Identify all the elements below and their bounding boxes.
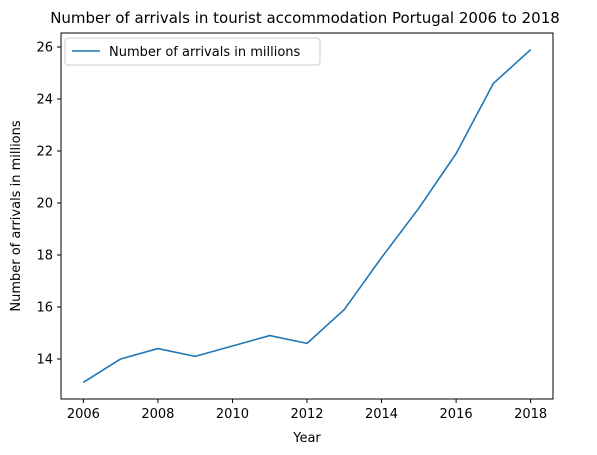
x-axis: 2006 2008 2010 2012 2014 2016 2018 bbox=[67, 399, 547, 422]
x-tick-label: 2006 bbox=[67, 407, 100, 422]
y-axis-label: Number of arrivals in millions bbox=[9, 120, 24, 312]
x-tick-label: 2016 bbox=[440, 407, 473, 422]
x-tick-label: 2014 bbox=[365, 407, 398, 422]
x-tick-label: 2012 bbox=[290, 407, 323, 422]
series-line bbox=[83, 50, 530, 383]
x-axis-label: Year bbox=[292, 431, 321, 446]
legend-label: Number of arrivals in millions bbox=[109, 45, 301, 60]
x-tick-label: 2010 bbox=[216, 407, 249, 422]
plot-area bbox=[83, 50, 530, 383]
x-tick-label: 2018 bbox=[514, 407, 547, 422]
y-tick-label: 18 bbox=[36, 248, 53, 263]
y-tick-label: 20 bbox=[36, 197, 53, 212]
y-tick-label: 16 bbox=[36, 300, 53, 315]
y-tick-label: 26 bbox=[36, 41, 53, 56]
y-tick-label: 22 bbox=[36, 145, 53, 160]
legend: Number of arrivals in millions bbox=[65, 38, 320, 65]
x-tick-label: 2008 bbox=[141, 407, 174, 422]
chart-title: Number of arrivals in tourist accommodat… bbox=[50, 9, 560, 27]
y-tick-label: 24 bbox=[36, 93, 53, 108]
y-tick-label: 14 bbox=[36, 352, 53, 367]
y-axis: 14 16 18 20 22 24 26 bbox=[36, 41, 61, 368]
